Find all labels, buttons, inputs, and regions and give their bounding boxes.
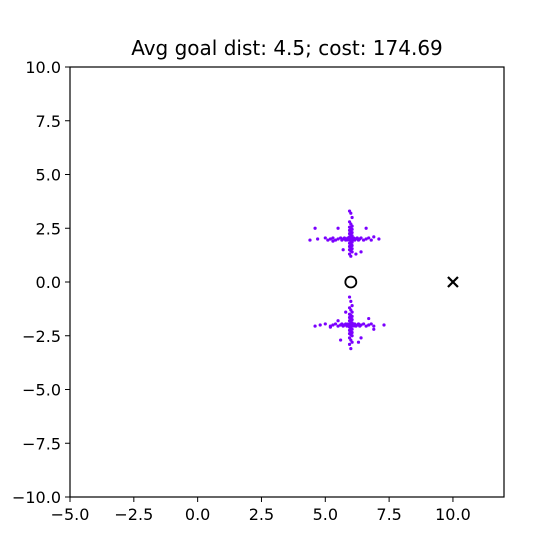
data-point: [326, 238, 330, 242]
special-markers: [344, 275, 459, 289]
data-point: [336, 237, 340, 241]
data-point: [350, 304, 354, 308]
data-point: [323, 322, 327, 326]
y-tick-label: −7.5: [22, 434, 61, 453]
data-point: [333, 238, 338, 242]
y-tick-label: −5.0: [22, 381, 61, 400]
data-point: [344, 310, 348, 314]
x-tick-label: −2.5: [114, 505, 153, 524]
data-point: [359, 250, 363, 254]
data-point: [359, 336, 363, 340]
start-marker: [344, 275, 358, 289]
data-point: [372, 235, 376, 239]
y-tick-label: −10.0: [12, 488, 61, 507]
data-point: [364, 226, 368, 230]
data-point: [364, 237, 368, 241]
data-point: [361, 322, 366, 326]
data-point: [336, 324, 340, 328]
data-point: [352, 238, 356, 242]
x-tick-label: 2.5: [249, 505, 274, 524]
data-point: [349, 347, 353, 351]
data-point: [318, 323, 322, 327]
data-point: [354, 252, 358, 256]
data-point: [336, 226, 340, 230]
data-point: [350, 334, 354, 338]
data-point: [331, 239, 335, 243]
x-axis: −5.0 −2.5 0.0 2.5 5.0 7.5 10.0: [51, 497, 471, 524]
data-point: [316, 237, 320, 241]
data-point: [341, 248, 345, 252]
data-point: [356, 340, 361, 344]
data-point: [347, 342, 352, 346]
data-point: [308, 238, 312, 242]
data-point: [350, 215, 354, 220]
x-tick-label: 7.5: [376, 505, 401, 524]
data-point: [364, 324, 368, 328]
x-tick-label: 10.0: [435, 505, 471, 524]
data-point: [313, 226, 317, 230]
data-point: [350, 310, 354, 314]
data-point: [372, 327, 376, 331]
data-points: [308, 209, 386, 351]
data-point: [382, 323, 386, 327]
data-point: [331, 323, 335, 327]
y-axis: −10.0 −7.5 −5.0 −2.5 0.0 2.5 5.0 7.5 10.0: [12, 58, 70, 507]
data-point: [349, 299, 353, 303]
data-point: [333, 322, 338, 326]
data-point: [347, 295, 352, 299]
y-tick-label: 0.0: [36, 273, 61, 292]
data-point: [331, 236, 335, 240]
data-point: [372, 324, 376, 328]
data-point: [359, 236, 363, 240]
chart-title: Avg goal dist: 4.5; cost: 174.69: [131, 36, 443, 60]
data-point: [323, 236, 327, 240]
data-point: [349, 254, 353, 258]
x-tick-label: 5.0: [313, 505, 338, 524]
data-point: [328, 237, 332, 241]
goal-marker: [447, 276, 459, 288]
data-point: [350, 340, 354, 344]
data-point: [377, 237, 381, 241]
data-point: [367, 323, 371, 327]
data-point: [369, 238, 373, 242]
data-point: [328, 325, 332, 329]
data-point: [361, 238, 366, 242]
data-point: [339, 338, 343, 342]
data-point: [367, 236, 371, 240]
data-point: [350, 250, 354, 254]
data-point: [336, 319, 340, 323]
data-point: [349, 211, 353, 215]
y-tick-label: 10.0: [25, 58, 61, 77]
x-tick-label: 0.0: [185, 505, 210, 524]
y-tick-label: 7.5: [36, 112, 61, 131]
x-tick-label: −5.0: [51, 505, 90, 524]
plot-frame: [69, 66, 505, 498]
data-point: [369, 322, 373, 326]
y-tick-label: 5.0: [36, 166, 61, 185]
data-point: [359, 323, 363, 327]
data-point: [313, 324, 317, 328]
y-tick-label: −2.5: [22, 327, 61, 346]
y-tick-label: 2.5: [36, 219, 61, 238]
data-point: [352, 324, 356, 328]
data-point: [367, 316, 371, 321]
